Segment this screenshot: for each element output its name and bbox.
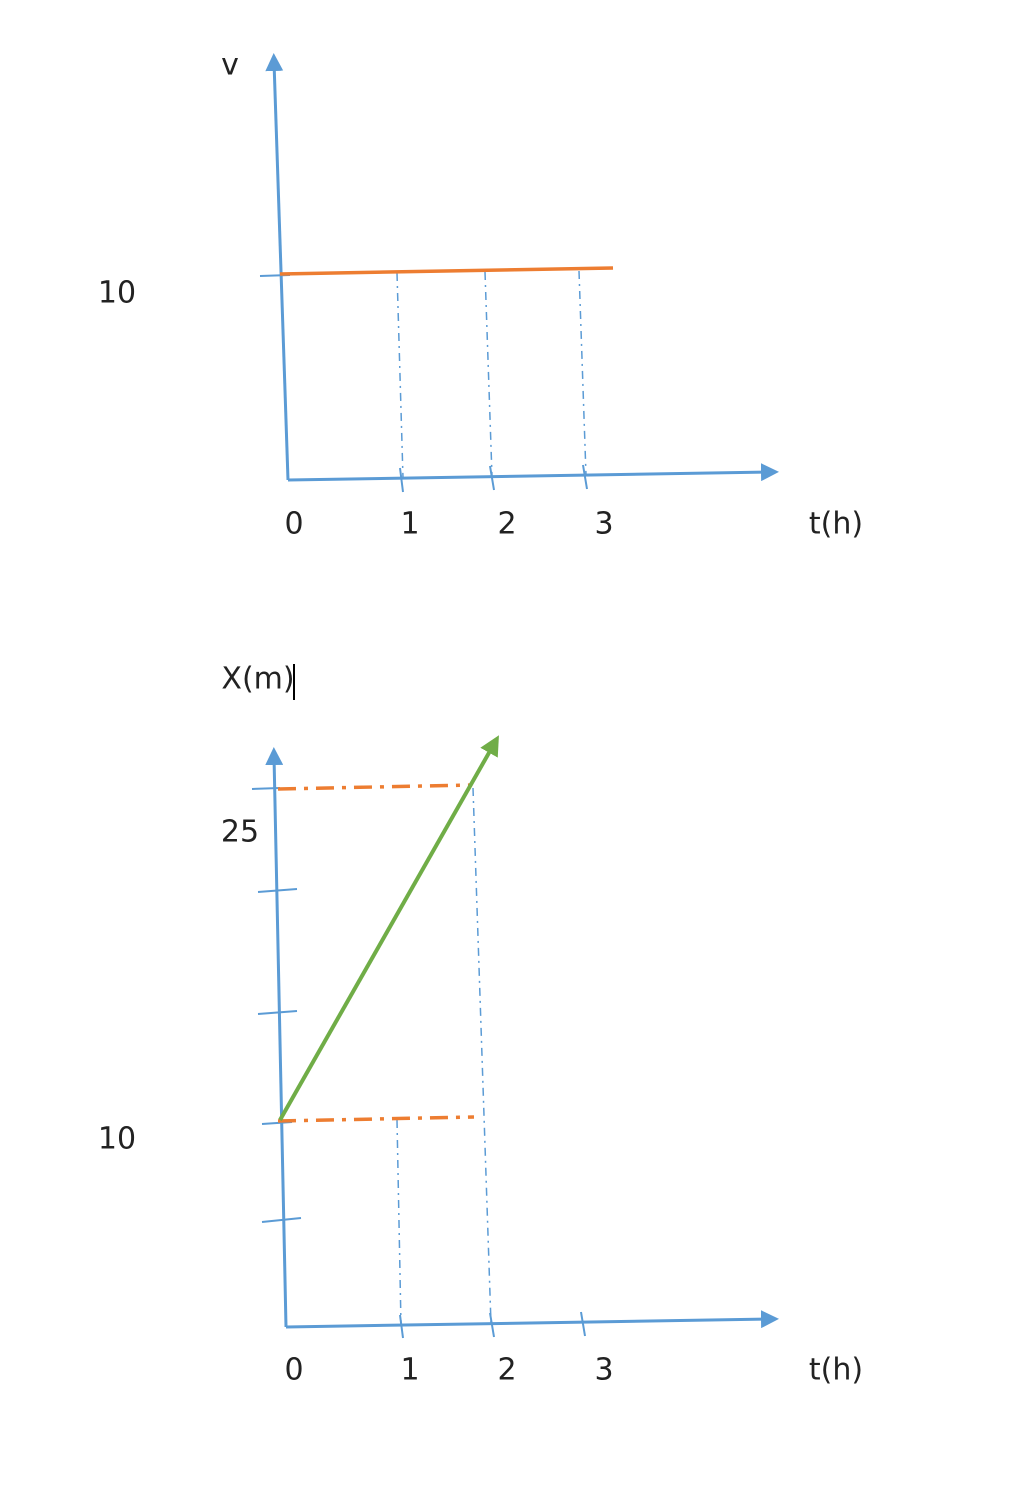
guide-line — [578, 270, 587, 476]
x-tick — [489, 465, 495, 491]
y-tick-label: 10 — [98, 1122, 136, 1157]
x-tick-label: 3 — [594, 1353, 613, 1388]
x-tick-label: 1 — [400, 507, 419, 542]
guide-line — [472, 787, 492, 1325]
x-tick — [582, 464, 588, 490]
y-axis — [265, 747, 288, 1328]
y-label: X(m) — [221, 662, 294, 697]
y-tick-label: 10 — [98, 276, 136, 311]
x-tick-label: 0 — [284, 507, 303, 542]
y-tick — [257, 1010, 298, 1015]
x-tick-label: 3 — [594, 507, 613, 542]
x-tick-label: 1 — [400, 1353, 419, 1388]
y-tick — [257, 888, 298, 893]
y-tick — [261, 1217, 302, 1223]
level-line — [277, 783, 473, 791]
guide-line — [484, 271, 493, 477]
position-line — [278, 735, 499, 1121]
x-axis — [287, 463, 779, 482]
y-tick-label: 25 — [221, 815, 259, 850]
position-graph: X(m) 25 10 0 1 2 3 t(h) — [98, 662, 863, 1388]
x-label: t(h) — [809, 1353, 863, 1388]
x-tick-label: 2 — [497, 507, 516, 542]
guide-line — [396, 1119, 402, 1326]
y-axis — [265, 53, 290, 481]
y-tick — [251, 787, 281, 790]
x-axis — [285, 1310, 779, 1329]
x-tick — [489, 1312, 495, 1338]
x-label: t(h) — [809, 507, 863, 542]
velocity-line — [279, 266, 614, 276]
guide-line — [396, 272, 404, 479]
level-line — [277, 1115, 475, 1123]
velocity-graph: v 10 0 1 2 3 t(h) — [98, 48, 863, 542]
y-label: v — [221, 48, 239, 83]
x-tick-label: 2 — [497, 1353, 516, 1388]
x-tick-label: 0 — [284, 1353, 303, 1388]
x-tick — [399, 467, 404, 493]
x-tick — [580, 1311, 586, 1337]
x-tick — [399, 1314, 404, 1339]
